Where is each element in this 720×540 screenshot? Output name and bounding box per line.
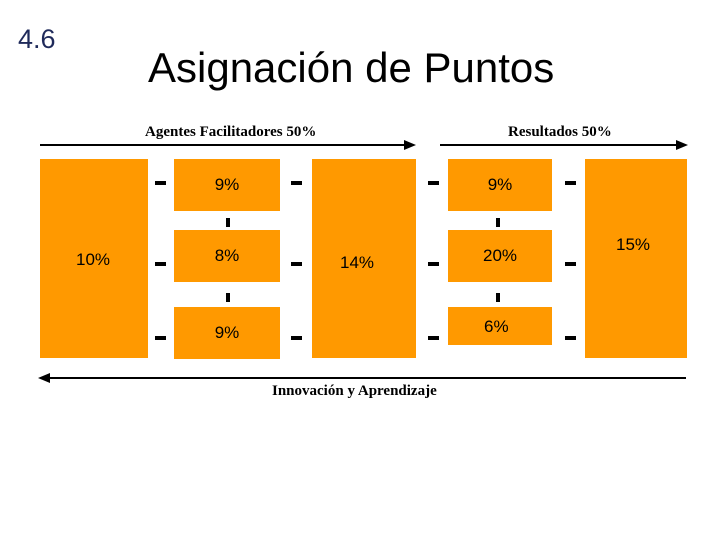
connector-dash xyxy=(155,181,166,185)
top-right-arrow xyxy=(440,140,688,150)
connector-dash xyxy=(565,336,576,340)
connector-dash xyxy=(565,262,576,266)
connector-dash xyxy=(565,181,576,185)
connector-dash xyxy=(428,336,439,340)
connector-dash xyxy=(496,293,500,302)
label-resultados-sociedad: 6% xyxy=(484,317,509,336)
box-resultados-personas: 9% xyxy=(448,159,552,211)
box-liderazgo xyxy=(40,159,148,358)
top-left-arrow xyxy=(40,140,416,150)
connector-dash xyxy=(496,218,500,227)
agentes-facilitadores-label: Agentes Facilitadores 50% xyxy=(145,124,317,140)
slide-number: 4.6 xyxy=(18,24,56,54)
slide-title: Asignación de Puntos xyxy=(148,44,555,91)
connector-dash xyxy=(291,262,302,266)
connector-dash xyxy=(155,262,166,266)
label-resultados-clave: 15% xyxy=(616,235,651,254)
label-liderazgo: 10% xyxy=(76,250,111,269)
connector-dash xyxy=(291,336,302,340)
box-resultados-sociedad xyxy=(448,307,552,345)
connector-dash xyxy=(291,181,302,185)
connector-dash xyxy=(428,262,439,266)
resultados-label: Resultados 50% xyxy=(508,124,612,140)
innovacion-label: Innovación y Aprendizaje xyxy=(272,383,437,399)
label-procesos: 14% xyxy=(340,253,375,272)
box-recursos: 9% xyxy=(174,307,280,359)
connector-dash xyxy=(226,293,230,302)
box-politica: 8% xyxy=(174,230,280,282)
box-resultados-clave xyxy=(585,159,687,358)
box-resultados-clientes: 20% xyxy=(448,230,552,282)
connector-dash xyxy=(428,181,439,185)
box-personas: 9% xyxy=(174,159,280,211)
box-procesos xyxy=(312,159,416,358)
connector-dash xyxy=(226,218,230,227)
bottom-feedback-arrow xyxy=(38,373,686,383)
connector-dash xyxy=(155,336,166,340)
